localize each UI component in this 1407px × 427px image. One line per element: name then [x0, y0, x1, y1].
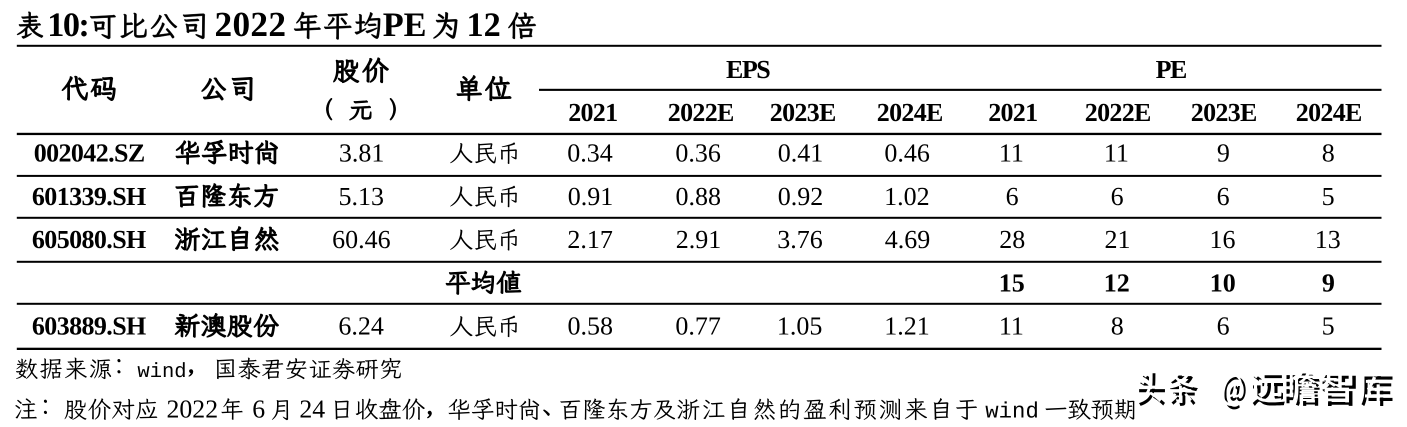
svg-text:0.36: 0.36	[675, 139, 721, 168]
svg-text:2023E: 2023E	[770, 98, 836, 127]
svg-text:2024E: 2024E	[877, 98, 943, 127]
svg-text:3.76: 3.76	[777, 225, 823, 254]
svg-text:11: 11	[999, 312, 1024, 341]
svg-text:5.13: 5.13	[339, 182, 385, 211]
svg-text:0.88: 0.88	[676, 182, 722, 211]
svg-text:6.24: 6.24	[338, 312, 384, 341]
svg-text:1.21: 1.21	[884, 312, 930, 341]
svg-text:601339.SH: 601339.SH	[32, 182, 146, 211]
svg-text:4.69: 4.69	[885, 225, 931, 254]
svg-text:603889.SH: 603889.SH	[32, 312, 146, 341]
svg-text:0.91: 0.91	[568, 182, 614, 211]
svg-text:0.58: 0.58	[568, 312, 614, 341]
svg-text:16: 16	[1210, 225, 1236, 254]
svg-text:9: 9	[1322, 268, 1335, 297]
svg-text:EPS: EPS	[726, 55, 770, 84]
svg-text:24: 24	[299, 395, 325, 424]
svg-text:0.41: 0.41	[778, 139, 824, 168]
svg-text:0.34: 0.34	[567, 139, 613, 168]
svg-text:2.17: 2.17	[567, 225, 613, 254]
svg-text:11: 11	[999, 139, 1024, 168]
svg-text:5: 5	[1322, 182, 1335, 211]
svg-text:6: 6	[1111, 182, 1124, 211]
svg-text:2022: 2022	[167, 395, 219, 424]
svg-text:3.81: 3.81	[339, 139, 385, 168]
svg-text:10: 10	[1210, 268, 1236, 297]
svg-text:wind: wind	[985, 399, 1039, 425]
svg-text:60.46: 60.46	[332, 225, 391, 254]
svg-text:13: 13	[1315, 225, 1341, 254]
svg-text:2023E: 2023E	[1191, 98, 1257, 127]
svg-text:605080.SH: 605080.SH	[32, 225, 146, 254]
svg-text:6: 6	[1217, 182, 1230, 211]
svg-text:2.91: 2.91	[676, 225, 722, 254]
svg-text:PE: PE	[383, 6, 427, 44]
svg-text:5: 5	[1322, 312, 1335, 341]
svg-text:8: 8	[1322, 139, 1335, 168]
svg-text:9: 9	[1217, 139, 1230, 168]
svg-text:6: 6	[252, 395, 265, 424]
svg-text:11: 11	[1104, 139, 1129, 168]
svg-text:2024E: 2024E	[1296, 98, 1362, 127]
svg-text:002042.SZ: 002042.SZ	[34, 139, 145, 168]
svg-text:12: 12	[467, 6, 501, 44]
svg-text:12: 12	[1104, 268, 1130, 297]
svg-text:0.46: 0.46	[884, 139, 930, 168]
svg-text:6: 6	[1006, 182, 1019, 211]
svg-text:2022: 2022	[215, 5, 287, 44]
svg-text:8: 8	[1111, 312, 1124, 341]
svg-text:21: 21	[1105, 225, 1131, 254]
svg-text:15: 15	[999, 268, 1025, 297]
svg-text:28: 28	[999, 225, 1025, 254]
svg-text:2021: 2021	[568, 98, 617, 127]
svg-text:1.02: 1.02	[884, 182, 930, 211]
svg-text:10:: 10:	[47, 6, 88, 44]
svg-text:2022E: 2022E	[668, 98, 734, 127]
svg-text:2021: 2021	[988, 98, 1037, 127]
svg-text:0.92: 0.92	[778, 182, 824, 211]
svg-text:6: 6	[1217, 312, 1230, 341]
svg-text:1.05: 1.05	[777, 312, 823, 341]
svg-text:0.77: 0.77	[675, 312, 721, 341]
svg-text:PE: PE	[1156, 55, 1187, 84]
svg-text:2022E: 2022E	[1085, 98, 1151, 127]
svg-text:wind: wind	[137, 361, 186, 384]
